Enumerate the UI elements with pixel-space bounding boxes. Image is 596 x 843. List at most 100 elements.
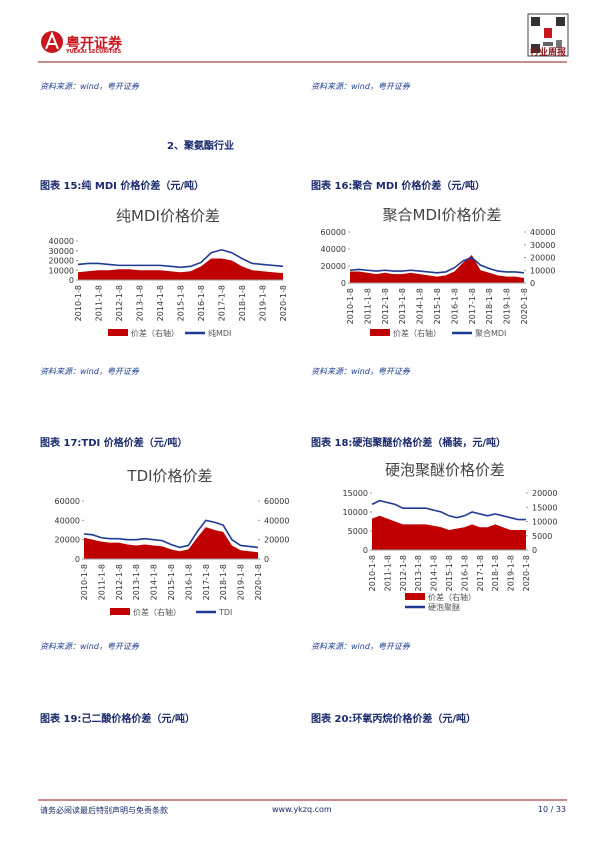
y-tick-label: 0 xyxy=(75,555,80,564)
logo-text: 粤开证券 xyxy=(66,36,122,52)
y2-tick-label: 20000 xyxy=(264,536,289,545)
x-tick-label: 2010-1-8 xyxy=(368,555,377,591)
x-tick-label: 2015-1-8 xyxy=(177,285,186,321)
legend-label: 价差（右轴） xyxy=(131,328,179,338)
source: 资料来源：wind，粤开证券 xyxy=(40,82,139,91)
y2-tick-label: 20000 xyxy=(530,254,555,263)
legend-label: 价差（右轴） xyxy=(133,607,181,617)
price-line xyxy=(371,499,526,521)
x-tick-label: 2013-1-8 xyxy=(136,285,145,321)
x-tick-label: 2019-1-8 xyxy=(259,285,268,321)
x-tick-label: 2016-1-8 xyxy=(450,288,459,324)
x-tick-label: 2012-1-8 xyxy=(399,555,408,591)
price-line xyxy=(349,256,525,274)
x-tick-label: 2018-1-8 xyxy=(491,555,500,591)
source: 资料来源：wind，粤开证券 xyxy=(311,82,410,91)
x-tick-label: 2015-1-8 xyxy=(167,564,176,600)
x-tick-label: 2019-1-8 xyxy=(507,555,516,591)
y-tick-label: 60000 xyxy=(321,228,346,237)
caption: 图表 17:TDI 价格价差（元/吨） xyxy=(40,438,188,449)
caption: 图表 20:环氧丙烷价格价差（元/吨） xyxy=(311,714,477,725)
legend-label: 硬泡聚醚 xyxy=(428,602,460,612)
y2-tick-label: 20000 xyxy=(532,489,557,498)
y-tick-label: 10000 xyxy=(49,266,74,275)
y2-tick-label: 60000 xyxy=(264,497,289,506)
x-tick-label: 2020-1-8 xyxy=(279,285,288,321)
x-tick-label: 2010-1-8 xyxy=(80,564,89,600)
source: 资料来源：wind，粤开证券 xyxy=(311,642,410,651)
x-tick-label: 2013-1-8 xyxy=(132,564,141,600)
x-tick-label: 2018-1-8 xyxy=(485,288,494,324)
spread-area xyxy=(84,527,258,559)
x-tick-label: 2014-1-8 xyxy=(156,285,165,321)
y-tick-label: 10000 xyxy=(343,508,368,517)
caption: 图表 16:聚合 MDI 价格价差（元/吨） xyxy=(311,181,485,192)
y2-tick-label: 0 xyxy=(532,546,537,555)
y-tick-label: 0 xyxy=(363,546,368,555)
spread-area xyxy=(78,258,283,280)
source: 资料来源：wind，粤开证券 xyxy=(311,367,410,376)
legend-swatch xyxy=(110,608,130,615)
x-tick-label: 2016-1-8 xyxy=(184,564,193,600)
chart-title: 纯MDI价格价差 xyxy=(116,207,220,225)
x-tick-label: 2013-1-8 xyxy=(398,288,407,324)
x-tick-label: 2019-1-8 xyxy=(237,564,246,600)
x-tick-label: 2017-1-8 xyxy=(468,288,477,324)
section-title: 2、聚氨酯行业 xyxy=(167,141,234,152)
y-tick-label: 20000 xyxy=(55,536,80,545)
y2-tick-label: 10000 xyxy=(530,266,555,275)
disclaimer: 请务必阅读最后特别声明与免责条款 xyxy=(40,806,168,815)
x-tick-label: 2011-1-8 xyxy=(383,555,392,591)
spread-area xyxy=(372,515,526,550)
price-line xyxy=(77,248,284,269)
x-tick-label: 2019-1-8 xyxy=(503,288,512,324)
y-tick-label: 30000 xyxy=(49,247,74,256)
legend-label: 纯MDI xyxy=(208,328,231,338)
y-tick-label: 40000 xyxy=(321,245,346,254)
y2-tick-label: 30000 xyxy=(530,241,555,250)
y2-tick-label: 0 xyxy=(264,555,269,564)
y2-tick-label: 40000 xyxy=(264,516,289,525)
x-tick-label: 2016-1-8 xyxy=(460,555,469,591)
legend-swatch xyxy=(405,593,425,600)
x-tick-label: 2017-1-8 xyxy=(218,285,227,321)
x-tick-label: 2018-1-8 xyxy=(238,285,247,321)
page-number: 10 / 33 xyxy=(537,805,566,814)
spread-area xyxy=(350,254,524,283)
x-tick-label: 2020-1-8 xyxy=(520,288,529,324)
y2-tick-label: 10000 xyxy=(532,518,557,527)
x-tick-label: 2012-1-8 xyxy=(115,285,124,321)
x-tick-label: 2010-1-8 xyxy=(346,288,355,324)
legend-swatch xyxy=(370,329,390,336)
y-tick-label: 60000 xyxy=(55,497,80,506)
x-tick-label: 2011-1-8 xyxy=(95,285,104,321)
source: 资料来源：wind，粤开证券 xyxy=(40,642,139,651)
x-tick-label: 2011-1-8 xyxy=(97,564,106,600)
y2-tick-label: 5000 xyxy=(532,532,552,541)
caption: 图表 18:硬泡聚醚价格价差（桶装，元/吨） xyxy=(311,438,507,449)
source: 资料来源：wind，粤开证券 xyxy=(40,367,139,376)
y-tick-label: 40000 xyxy=(49,237,74,246)
site: www.ykzq.com xyxy=(272,805,332,814)
legend-label: TDI xyxy=(218,608,232,617)
x-tick-label: 2014-1-8 xyxy=(416,288,425,324)
x-tick-label: 2017-1-8 xyxy=(202,564,211,600)
x-tick-label: 2010-1-8 xyxy=(74,285,83,321)
legend-label: 聚合MDI xyxy=(475,328,506,338)
x-tick-label: 2020-1-8 xyxy=(254,564,263,600)
y-tick-label: 40000 xyxy=(55,516,80,525)
x-tick-label: 2011-1-8 xyxy=(363,288,372,324)
x-tick-label: 2012-1-8 xyxy=(115,564,124,600)
price-line xyxy=(83,519,259,549)
x-tick-label: 2017-1-8 xyxy=(476,555,485,591)
y2-tick-label: 0 xyxy=(530,279,535,288)
y2-tick-label: 40000 xyxy=(530,228,555,237)
x-tick-label: 2018-1-8 xyxy=(219,564,228,600)
legend-label: 价差（右轴） xyxy=(393,328,441,338)
chart-title: 硬泡聚醚价格价差 xyxy=(385,461,505,479)
y-tick-label: 20000 xyxy=(321,262,346,271)
x-tick-label: 2016-1-8 xyxy=(197,285,206,321)
x-tick-label: 2012-1-8 xyxy=(381,288,390,324)
legend-label: 价差（右轴） xyxy=(428,592,476,602)
